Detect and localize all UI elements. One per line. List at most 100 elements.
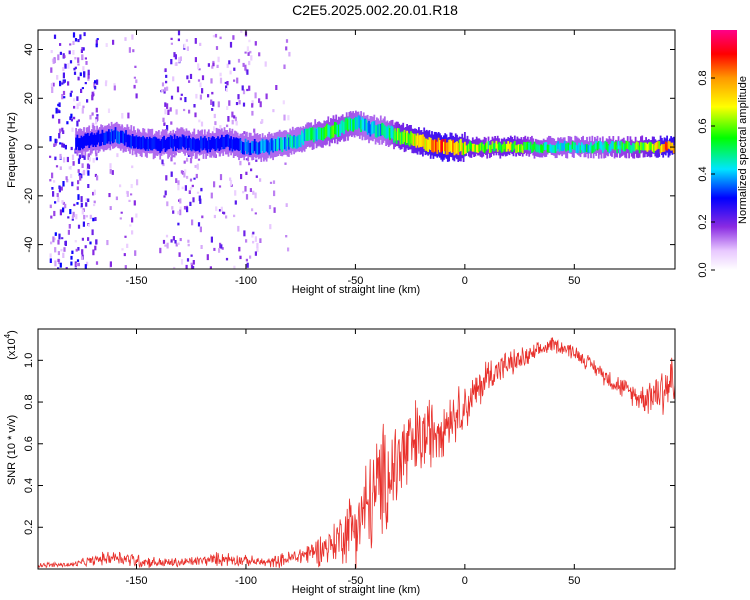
ridge-core (515, 145, 517, 153)
noise-speck (187, 243, 190, 247)
noise-speck (74, 267, 77, 269)
ridge-core (661, 144, 663, 153)
ridge-core (431, 139, 433, 152)
ridge-core (281, 139, 284, 153)
ridge-core (89, 133, 92, 146)
noise-speck (50, 215, 53, 219)
noise-speck (95, 152, 98, 157)
ridge-core (628, 142, 630, 150)
colorbar-ticks: 0.0 0.2 0.4 0.6 0.8 (697, 70, 715, 278)
ridge-core (155, 137, 158, 150)
ridge-core (569, 144, 571, 153)
noise-speck (288, 51, 291, 57)
snr-scale-label: (x104) (3, 330, 18, 360)
noise-speck (76, 259, 80, 262)
noise-speck (94, 245, 97, 251)
noise-speck (69, 116, 72, 120)
noise-speck (247, 52, 250, 56)
noise-speck (70, 90, 73, 93)
noise-speck (91, 229, 94, 236)
ridge-core (268, 142, 271, 155)
noise-speck (187, 239, 190, 243)
noise-speck (49, 204, 52, 209)
ridge-core (280, 137, 282, 150)
noise-speck (186, 157, 189, 162)
snr-scale-exponent: 4 (3, 333, 12, 338)
noise-speck (95, 157, 98, 161)
noise-speck (71, 215, 74, 219)
ridge-halo (548, 135, 550, 153)
noise-speck (251, 103, 254, 108)
noise-speck (169, 107, 172, 112)
noise-speck (189, 73, 193, 79)
ridge-core (347, 119, 349, 132)
ridge-core (79, 138, 81, 151)
ridge-core (259, 141, 261, 154)
noise-speck (79, 175, 82, 181)
noise-speck (232, 35, 235, 40)
ridge-core (529, 141, 532, 150)
ridge-core (213, 137, 215, 150)
noise-speck (86, 163, 90, 169)
ridge-core (147, 138, 150, 151)
ridge-core (186, 138, 189, 151)
noise-speck (59, 166, 62, 170)
noise-speck (91, 91, 94, 97)
ridge-core (104, 132, 106, 145)
ridge-halo (469, 140, 471, 158)
noise-speck (226, 124, 229, 128)
noise-speck (207, 63, 210, 67)
ridge-core (234, 138, 236, 151)
ridge-core (290, 135, 293, 149)
ridge-halo (625, 141, 628, 159)
noise-speck (248, 85, 251, 91)
ridge-core (134, 136, 137, 149)
ridge-core (360, 119, 362, 133)
ridge-core (509, 142, 512, 150)
ridge-core (637, 142, 640, 151)
ridge-core (274, 139, 277, 152)
noise-speck (250, 55, 253, 61)
noise-speck (69, 209, 72, 215)
noise-speck (78, 173, 81, 177)
ridge-core (127, 134, 130, 147)
ridge-core (620, 140, 623, 149)
ridge-core (173, 134, 176, 147)
ridge-core (248, 143, 251, 156)
noise-speck (87, 198, 90, 202)
ridge-core (158, 138, 160, 151)
noise-speck (92, 191, 95, 196)
ridge-core (189, 138, 192, 151)
noise-speck (237, 58, 241, 63)
noise-speck (197, 158, 201, 161)
ridge-core (499, 142, 502, 151)
noise-speck (197, 63, 200, 70)
noise-speck (57, 258, 60, 262)
ridge-core (135, 135, 138, 148)
noise-speck (185, 39, 188, 42)
noise-speck (96, 38, 99, 41)
ridge-core (175, 138, 177, 151)
ridge-core (638, 145, 641, 154)
noise-speck (135, 93, 138, 99)
snr-ticks: -150 -100 -50 0 50 0.2 0.4 0.6 0.8 1.0 (23, 329, 675, 587)
noise-speck (229, 180, 233, 186)
ridge-core (630, 145, 633, 154)
noise-speck (245, 171, 248, 175)
ridge-core (332, 125, 335, 138)
ridge-core (524, 142, 527, 151)
noise-speck (218, 185, 222, 188)
ridge-core (182, 135, 185, 148)
noise-speck (240, 174, 243, 180)
ridge-core (130, 136, 133, 149)
noise-speck (199, 42, 202, 46)
ridge-core (452, 139, 454, 152)
noise-speck (170, 37, 173, 40)
ridge-core (662, 144, 665, 152)
noise-speck (179, 198, 182, 204)
noise-speck (74, 66, 77, 70)
noise-speck (178, 199, 181, 202)
noise-speck (213, 247, 216, 251)
ridge-core (168, 136, 171, 150)
noise-speck (52, 58, 55, 64)
